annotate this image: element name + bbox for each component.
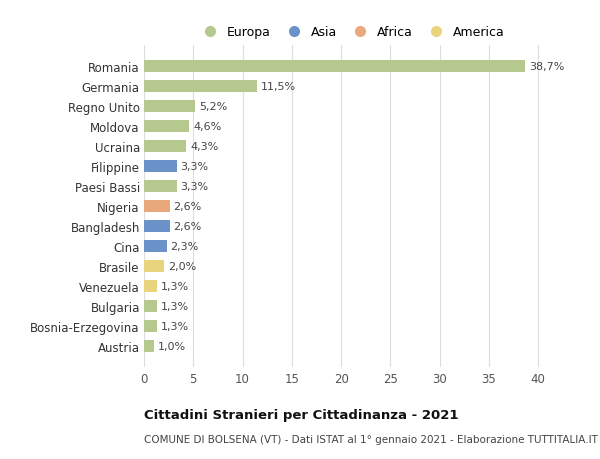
Text: 1,0%: 1,0% — [158, 341, 186, 352]
Bar — [144, 180, 176, 193]
Bar — [144, 101, 195, 113]
Bar — [144, 220, 170, 233]
Text: COMUNE DI BOLSENA (VT) - Dati ISTAT al 1° gennaio 2021 - Elaborazione TUTTITALIA: COMUNE DI BOLSENA (VT) - Dati ISTAT al 1… — [144, 434, 598, 444]
Text: 5,2%: 5,2% — [199, 101, 227, 112]
Bar — [144, 160, 176, 173]
Text: 3,3%: 3,3% — [181, 182, 209, 191]
Legend: Europa, Asia, Africa, America: Europa, Asia, Africa, America — [197, 27, 505, 39]
Bar — [144, 80, 257, 93]
Text: 1,3%: 1,3% — [161, 281, 189, 291]
Text: 11,5%: 11,5% — [261, 82, 296, 92]
Text: 3,3%: 3,3% — [181, 162, 209, 172]
Text: 4,3%: 4,3% — [190, 142, 218, 151]
Bar — [144, 280, 157, 293]
Bar — [144, 241, 167, 253]
Bar — [144, 140, 187, 153]
Text: 2,0%: 2,0% — [167, 262, 196, 271]
Text: 38,7%: 38,7% — [529, 62, 565, 72]
Bar — [144, 120, 190, 133]
Bar — [144, 61, 526, 73]
Bar — [144, 340, 154, 353]
Text: 2,6%: 2,6% — [173, 202, 202, 212]
Text: 4,6%: 4,6% — [193, 122, 221, 132]
Text: 2,3%: 2,3% — [170, 241, 199, 252]
Text: Cittadini Stranieri per Cittadinanza - 2021: Cittadini Stranieri per Cittadinanza - 2… — [144, 409, 458, 421]
Text: 2,6%: 2,6% — [173, 222, 202, 231]
Bar — [144, 320, 157, 333]
Bar — [144, 201, 170, 213]
Text: 1,3%: 1,3% — [161, 321, 189, 331]
Bar — [144, 300, 157, 313]
Text: 1,3%: 1,3% — [161, 302, 189, 312]
Bar — [144, 260, 164, 273]
